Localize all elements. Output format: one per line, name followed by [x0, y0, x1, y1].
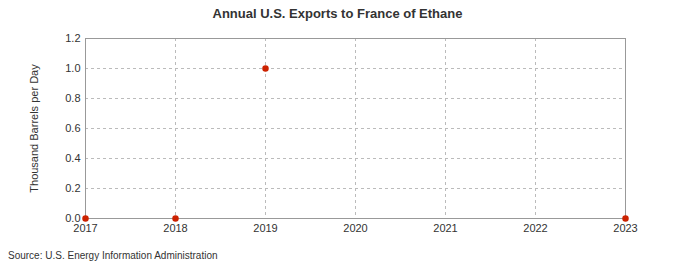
- svg-text:0.8: 0.8: [65, 92, 80, 104]
- svg-text:2023: 2023: [613, 222, 637, 234]
- svg-text:2019: 2019: [253, 222, 277, 234]
- svg-text:2017: 2017: [73, 222, 97, 234]
- svg-text:2018: 2018: [163, 222, 187, 234]
- svg-text:Thousand Barrels per Day: Thousand Barrels per Day: [28, 64, 40, 193]
- svg-text:0.4: 0.4: [65, 152, 80, 164]
- html-text:Source: U.S. Energy Informatio: Source: U.S. Energy Information Administ…: [8, 250, 218, 261]
- html-text:Annual U.S. Exports to France: Annual U.S. Exports to France of Ethane: [212, 6, 463, 21]
- svg-text:0.2: 0.2: [65, 182, 80, 194]
- svg-text:1.0: 1.0: [65, 62, 80, 74]
- svg-text:0.0: 0.0: [65, 212, 81, 224]
- svg-text:2022: 2022: [523, 222, 547, 234]
- svg-text:1.2: 1.2: [65, 32, 80, 44]
- svg-text:2021: 2021: [433, 222, 457, 234]
- svg-text:2020: 2020: [343, 222, 367, 234]
- svg-text:0.6: 0.6: [65, 122, 80, 134]
